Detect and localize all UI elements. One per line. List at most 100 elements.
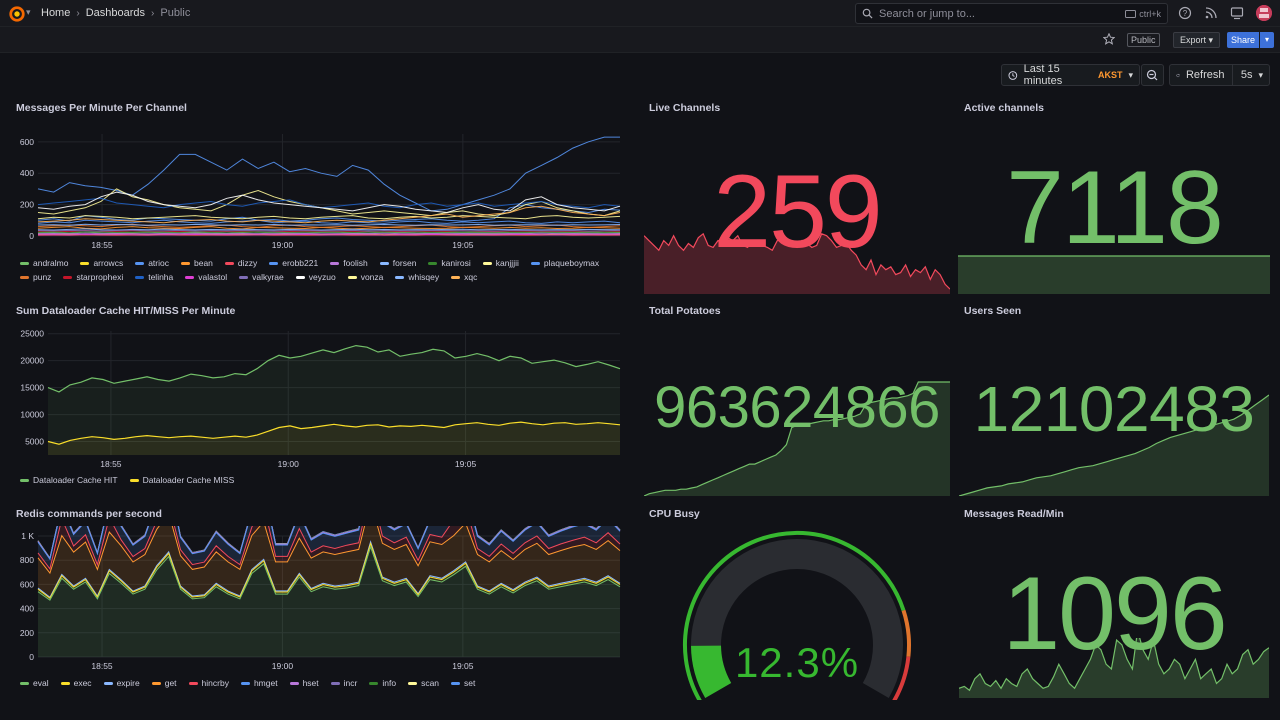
total-potatoes-sparkline	[644, 381, 950, 496]
search-input[interactable]: Search or jump to... ctrl+k	[855, 3, 1168, 24]
share-button[interactable]: Share	[1227, 32, 1259, 48]
legend-swatch	[188, 681, 198, 685]
legend-item[interactable]: starprophexi	[63, 272, 123, 282]
share-chevron-down-icon[interactable]: ▾	[1260, 32, 1274, 48]
redis-area-chart: 0 200 400 600 800 1 K 18:55 19:00 19:05	[20, 526, 621, 671]
active-channels-sparkline	[958, 255, 1270, 294]
legend-item[interactable]: plaqueboymax	[530, 258, 600, 268]
legend-item[interactable]: andralmo	[20, 258, 68, 268]
legend-item[interactable]: dizzy	[224, 258, 257, 268]
legend-item[interactable]: xqc	[451, 272, 477, 282]
legend-item[interactable]: kanjjjii	[482, 258, 519, 268]
export-chevron-down-icon: ▾	[1208, 35, 1214, 45]
legend-item[interactable]: hincrby	[188, 678, 229, 688]
x-tick-label: 18:55	[91, 240, 113, 250]
legend-label: exec	[73, 678, 92, 688]
legend-item[interactable]: Dataloader Cache MISS	[129, 475, 234, 485]
live-channels-value: 259	[713, 154, 883, 270]
menu-chevron-down-icon[interactable]: ▾	[26, 7, 31, 17]
legend-label: hset	[302, 678, 319, 688]
legend-swatch	[428, 261, 438, 265]
refresh-button[interactable]: Refresh 5s ▾	[1169, 64, 1270, 86]
keyboard-icon	[1125, 9, 1137, 18]
refresh-label: Refresh	[1185, 69, 1225, 81]
users-seen-sparkline	[959, 394, 1269, 496]
star-favorite-icon[interactable]	[1103, 33, 1115, 45]
legend-swatch	[289, 681, 299, 685]
messages-legend: andralmo arrowcs atrioc bean dizzy erobb221 fo…	[20, 258, 620, 282]
legend-item[interactable]: incr	[330, 678, 358, 688]
help-icon[interactable]: ?	[1178, 6, 1192, 20]
series-line-kanjjjii	[37, 188, 621, 217]
legend-swatch	[60, 681, 70, 685]
y-tick-label: 600	[20, 137, 34, 147]
breadcrumb-dashboards[interactable]: Dashboards	[85, 7, 146, 19]
legend-item[interactable]: exec	[60, 678, 92, 688]
legend-item[interactable]: vonza	[347, 272, 383, 282]
user-avatar[interactable]	[1256, 5, 1272, 21]
legend-item[interactable]: expire	[103, 678, 140, 688]
legend-item[interactable]: hmget	[240, 678, 278, 688]
time-range-label: Last 15 minutes	[1023, 63, 1063, 87]
x-tick-label: 19:05	[455, 459, 477, 469]
legend-label: starprophexi	[76, 272, 124, 282]
y-tick-label: 5000	[25, 437, 44, 447]
time-range-chevron-down-icon: ▾	[1128, 69, 1133, 80]
legend-item[interactable]: scan	[408, 678, 439, 688]
legend-item[interactable]: whisqey	[395, 272, 439, 282]
legend-label: plaqueboymax	[543, 258, 600, 268]
legend-item[interactable]: set	[451, 678, 475, 688]
series-line-eval	[37, 545, 621, 601]
legend-label: xqc	[464, 272, 478, 282]
legend-swatch	[63, 275, 73, 279]
grafana-logo-icon[interactable]	[8, 5, 26, 23]
legend-item[interactable]: kanirosi	[428, 258, 471, 268]
legend-label: info	[382, 678, 397, 688]
panel-title: Sum Dataloader Cache HIT/MISS Per Minute	[16, 305, 236, 317]
series-line-whisqey	[37, 223, 621, 226]
refresh-interval[interactable]: 5s	[1240, 69, 1253, 81]
legend-item[interactable]: erobb221	[269, 258, 318, 268]
panel-title: Messages Read/Min	[964, 508, 1064, 520]
users-seen-value: 12102483	[973, 373, 1255, 445]
x-tick-label: 19:00	[272, 661, 294, 671]
refresh-chevron-down-icon[interactable]: ▾	[1258, 69, 1263, 80]
breadcrumb-home[interactable]: Home	[41, 7, 71, 19]
legend-item[interactable]: info	[369, 678, 396, 688]
zoom-out-button[interactable]	[1141, 64, 1164, 86]
kiosk-monitor-icon[interactable]	[1230, 6, 1244, 20]
legend-item[interactable]: forsen	[379, 258, 416, 268]
search-shortcut-text: ctrl+k	[1139, 8, 1161, 19]
legend-item[interactable]: arrowcs	[80, 258, 123, 268]
legend-swatch	[330, 261, 340, 265]
legend-item[interactable]: bean	[181, 258, 213, 268]
y-tick-label: 0	[29, 231, 34, 241]
legend-item[interactable]: valastol	[185, 272, 227, 282]
legend-item[interactable]: punz	[20, 272, 51, 282]
legend-item[interactable]: valkyrae	[239, 272, 284, 282]
news-feed-icon[interactable]	[1204, 6, 1218, 20]
legend-label: hmget	[253, 678, 278, 688]
sparkline-fill	[644, 382, 950, 496]
legend-item[interactable]: veyzuo	[295, 272, 336, 282]
export-button[interactable]: Export ▾	[1173, 32, 1221, 48]
legend-item[interactable]: telinha	[135, 272, 173, 282]
gauge-threshold-orange	[901, 609, 911, 657]
gauge-threshold-red	[892, 656, 911, 700]
legend-item[interactable]: hset	[289, 678, 319, 688]
sparkline-fill	[959, 395, 1269, 496]
legend-item[interactable]: atrioc	[135, 258, 169, 268]
legend-item[interactable]: foolish	[330, 258, 368, 268]
legend-item[interactable]: eval	[20, 678, 49, 688]
legend-label: eval	[33, 678, 49, 688]
dataloader-area-chart: 5000 10000 15000 20000 25000 18:55 19:00 19:05	[20, 329, 621, 469]
legend-label: valkyrae	[252, 272, 284, 282]
legend-item[interactable]: Dataloader Cache HIT	[20, 475, 118, 485]
panel-title: Active channels	[964, 102, 1044, 114]
time-range-picker[interactable]: Last 15 minutes AKST ▾	[1001, 63, 1140, 87]
legend-item[interactable]: get	[151, 678, 177, 688]
y-tick-label: 200	[20, 628, 34, 638]
legend-label: whisqey	[408, 272, 440, 282]
legend-label: incr	[343, 678, 358, 688]
legend-swatch	[295, 275, 305, 279]
